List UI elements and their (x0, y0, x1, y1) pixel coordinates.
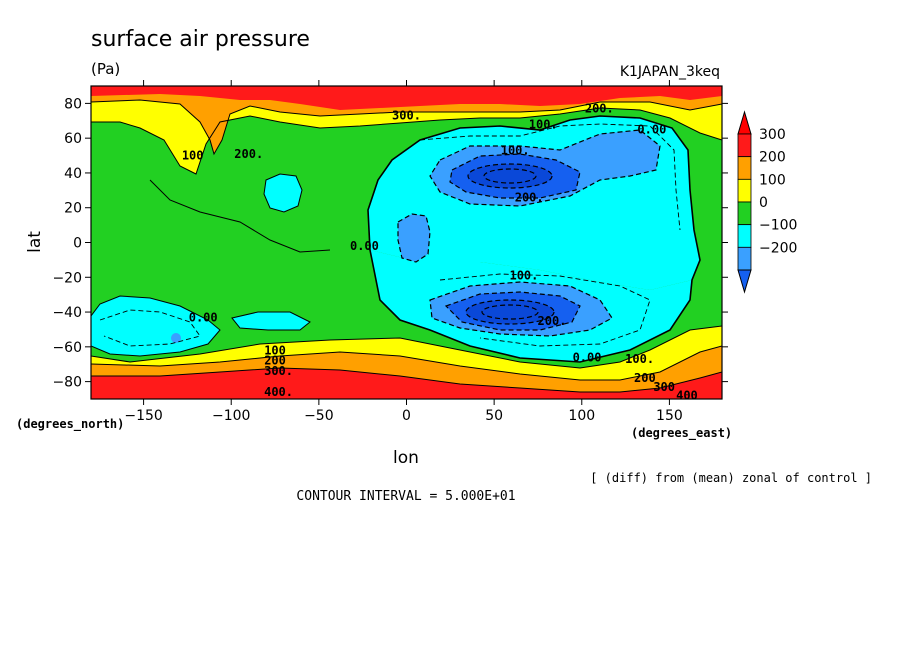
y-tick-label: 80 (64, 96, 82, 112)
y-tick-label: −40 (52, 305, 82, 321)
y-axis: −80 −60 −40 −20 0 20 40 60 80 (52, 96, 728, 391)
contour-lines (91, 99, 722, 393)
contour-label: 300. (264, 364, 293, 378)
contour-label: 0.00 (637, 122, 666, 136)
negative-contour-lines (99, 123, 681, 347)
x-tick-label: −50 (304, 408, 334, 424)
x-tick-label: −100 (212, 408, 250, 424)
contour-label: 300 (653, 380, 675, 394)
y-tick-label: 20 (64, 201, 82, 217)
y-tick-label: 0 (73, 236, 82, 252)
contour-label: 200. (515, 190, 544, 204)
contour-label: 100. (509, 269, 538, 283)
x-tick-label: 50 (485, 408, 503, 424)
colorbar-label: 0 (759, 195, 768, 211)
colorbar-swatch (737, 178, 752, 203)
colorbar-swatch (737, 201, 752, 226)
contour-labels: 300. 200. 100. 0.00 200. 100 100. 200. 0.00 100. 0… (182, 102, 698, 403)
y-tick-label: −80 (52, 375, 82, 391)
sw-blue-speck (171, 333, 181, 343)
x-tick-label: −150 (124, 408, 162, 424)
y-unit-label: (degrees_north) (16, 417, 124, 432)
nw-cyan-patch (264, 174, 302, 212)
contour-label: 0.00 (350, 239, 379, 253)
colorbar-label: 100 (759, 172, 786, 188)
y-tick-label: 60 (64, 131, 82, 147)
colorbar-label: 200 (759, 150, 786, 166)
units-label: (Pa) (91, 60, 120, 78)
sw-cyan-patch (91, 296, 220, 356)
colorbar-bottom-arrow (737, 269, 752, 294)
south-core-innermost (466, 300, 554, 324)
contour-label: 400 (676, 389, 698, 403)
contour-label: 400. (264, 385, 293, 399)
north-core-innermost (468, 164, 552, 188)
contour-field: 300. 200. 100. 0.00 200. 100 100. 200. 0.00 100. 0… (91, 86, 722, 403)
x-axis: −150 −100 −50 0 50 100 150 (124, 80, 683, 424)
contour-label: 100. (501, 143, 530, 157)
contour-label: 0.00 (573, 350, 602, 364)
s-small-cyan-patch (232, 312, 310, 330)
colorbar: 300 200 100 0 −100 −200 (737, 110, 797, 294)
run-label: K1JAPAN_3keq (620, 64, 720, 80)
contour-label: 100 (264, 343, 286, 357)
colorbar-label: −200 (759, 240, 797, 256)
colorbar-label: −100 (759, 218, 797, 234)
contour-label: 200. (538, 314, 567, 328)
diff-note: [ (diff) from (mean) zonal of control ] (590, 471, 872, 485)
contour-label: 200. (585, 102, 614, 116)
x-axis-label: lon (393, 448, 419, 468)
y-tick-label: 40 (64, 166, 82, 182)
colorbar-swatch (737, 133, 752, 158)
y-tick-label: −20 (52, 270, 82, 286)
north-red-band (91, 86, 722, 110)
contour-label: 100 (182, 149, 204, 163)
colorbar-swatch (737, 156, 752, 180)
x-tick-label: 100 (568, 408, 595, 424)
chart-title: surface air pressure (91, 27, 310, 52)
equatorial-blue-blob (398, 214, 430, 262)
contour-label: 200 (634, 371, 656, 385)
contour-label: 200. (234, 147, 263, 161)
x-tick-label: 0 (402, 408, 411, 424)
y-axis-label: lat (25, 231, 45, 253)
contour-label: 300. (392, 109, 421, 123)
contour-label: 100. (529, 117, 558, 131)
x-tick-label: 150 (656, 408, 683, 424)
contour-label: 0.00 (189, 310, 218, 324)
colorbar-swatch (737, 224, 752, 248)
y-tick-label: −60 (52, 340, 82, 356)
colorbar-label: 300 (759, 127, 786, 143)
x-unit-label: (degrees_east) (631, 426, 732, 441)
colorbar-top-arrow (737, 110, 752, 135)
colorbar-swatch (737, 246, 752, 271)
contour-label: 200 (264, 354, 286, 368)
contour-label: 100. (625, 352, 654, 366)
contour-interval-text: CONTOUR INTERVAL = 5.000E+01 (296, 489, 515, 504)
